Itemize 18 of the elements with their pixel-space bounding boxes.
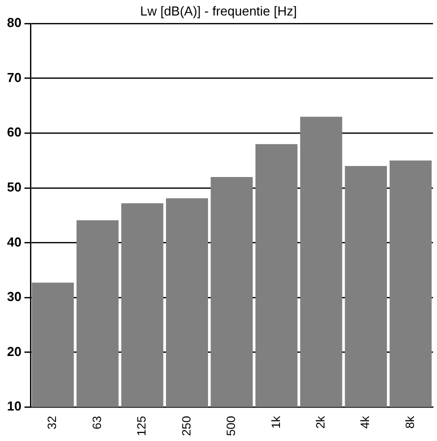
x-tick-label: 63 bbox=[90, 416, 104, 430]
y-tick-label: 60 bbox=[6, 124, 22, 140]
y-tick-label: 80 bbox=[6, 15, 22, 30]
x-tick-label: 32 bbox=[45, 416, 60, 430]
x-tick-label: 2k bbox=[313, 414, 328, 429]
x-tick-label: 500 bbox=[224, 416, 238, 436]
x-tick-label: 1k bbox=[268, 414, 283, 429]
x-tick-label: 125 bbox=[134, 416, 149, 436]
y-tick-label: 10 bbox=[6, 398, 22, 414]
chart-title: Lw [dB(A)] - frequentie [Hz] bbox=[140, 3, 297, 18]
y-tick-label: 30 bbox=[6, 289, 22, 304]
y-tick-label: 50 bbox=[6, 179, 22, 194]
y-tick-label: 20 bbox=[6, 344, 22, 359]
x-tick-label: 250 bbox=[179, 416, 194, 436]
x-tick-label: 4k bbox=[358, 414, 372, 429]
y-tick-label: 70 bbox=[6, 70, 22, 85]
y-tick-label: 40 bbox=[6, 234, 22, 250]
x-tick-label: 8k bbox=[402, 414, 417, 429]
